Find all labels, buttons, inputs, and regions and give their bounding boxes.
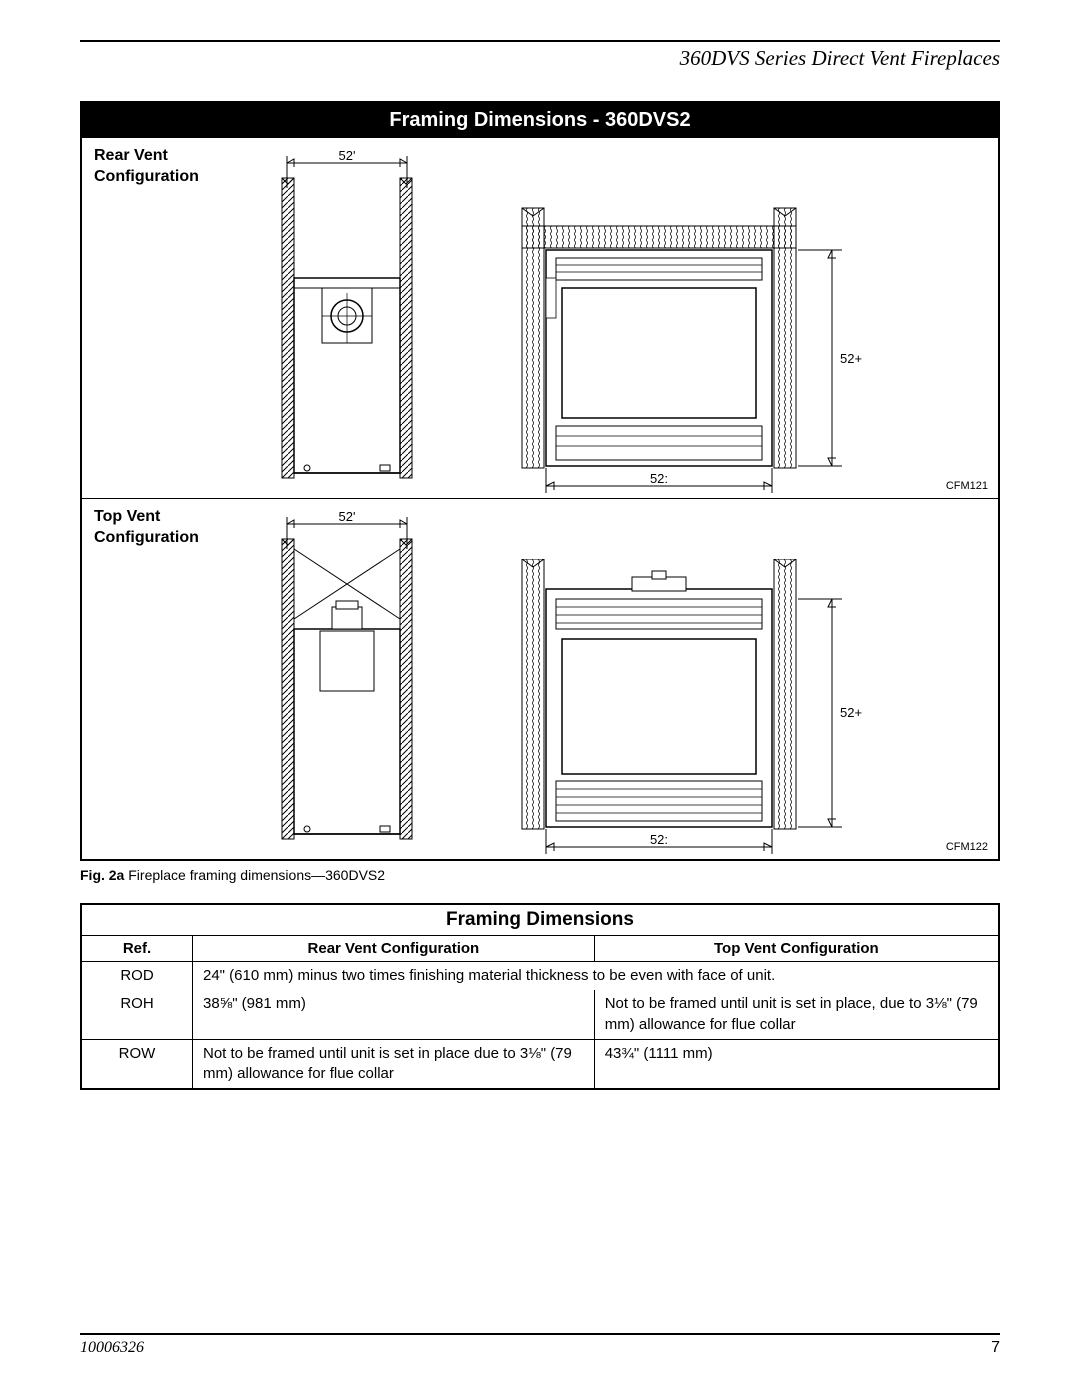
panel2-label-line1: Top Vent <box>94 508 160 525</box>
caption-text: Fireplace framing dimensions—360DVS2 <box>128 867 385 883</box>
panel1-topwidth: 52' <box>339 148 356 163</box>
row1-ref: ROH <box>81 990 193 1039</box>
panel-rear-vent: Rear Vent Configuration CFM121 <box>82 138 998 499</box>
diagram-rear-top: 52' <box>252 148 442 488</box>
panel2-label-line2: Configuration <box>94 529 199 546</box>
panel1-label-line2: Configuration <box>94 168 199 185</box>
diagram-top-front: 52+ 52: <box>502 559 972 859</box>
row1-top: Not to be framed until unit is set in pl… <box>594 990 999 1039</box>
header-series-title: 360DVS Series Direct Vent Fireplaces <box>80 46 1000 71</box>
figure-frame: Framing Dimensions - 360DVS2 Rear Vent C… <box>80 101 1000 861</box>
diagram-rear-front: 52+ 52: <box>502 198 972 498</box>
col-top: Top Vent Configuration <box>594 936 999 962</box>
panel2-height: 52+ <box>840 705 862 720</box>
panel-top-vent: Top Vent Configuration CFM122 52' <box>82 499 998 859</box>
row2-top: 43¾" (1111 mm) <box>594 1039 999 1089</box>
panel1-height: 52+ <box>840 351 862 366</box>
figure-title: Framing Dimensions - 360DVS2 <box>82 103 998 138</box>
panel1-label-line1: Rear Vent <box>94 147 168 164</box>
row2-rear: Not to be framed until unit is set in pl… <box>193 1039 595 1089</box>
panel2-topwidth: 52' <box>339 509 356 524</box>
table-title: Framing Dimensions <box>81 904 999 936</box>
dimensions-table: Framing Dimensions Ref. Rear Vent Config… <box>80 903 1000 1090</box>
diagram-top-top: 52' <box>252 509 442 849</box>
col-ref: Ref. <box>81 936 193 962</box>
caption-prefix: Fig. 2a <box>80 867 124 883</box>
row0-span: 24" (610 mm) minus two times finishing m… <box>193 962 1000 991</box>
panel2-frontwidth: 52: <box>650 832 668 847</box>
row1-rear: 38⅝" (981 mm) <box>193 990 595 1039</box>
panel1-frontwidth: 52: <box>650 471 668 486</box>
figure-caption: Fig. 2a Fireplace framing dimensions—360… <box>80 867 1000 883</box>
footer-page-number: 7 <box>991 1339 1000 1357</box>
col-rear: Rear Vent Configuration <box>193 936 595 962</box>
row0-ref: ROD <box>81 962 193 991</box>
row2-ref: ROW <box>81 1039 193 1089</box>
footer-doc-number: 10006326 <box>80 1339 144 1357</box>
